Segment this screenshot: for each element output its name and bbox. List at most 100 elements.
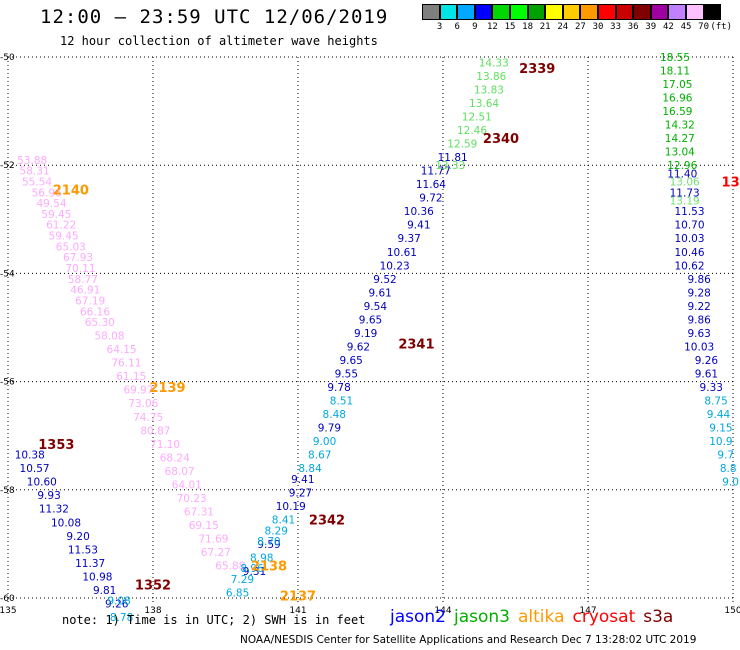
wave-height-label: 14.27 [665,133,695,145]
wave-height-label: 8.51 [330,396,353,408]
wave-height-label: 8.67 [308,450,331,462]
wave-height-label: 8.41 [272,515,295,527]
colorbar-label: 27 [574,22,586,32]
wave-height-label: 10.98 [82,571,112,583]
colorbar-cell [597,4,616,20]
wave-height-label: 9.52 [373,274,396,286]
wave-height-label: 9.31 [243,566,266,578]
wave-height-label: 11.64 [416,179,446,191]
wave-height-label: 59.45 [41,209,71,221]
wave-height-label: 10.9 [709,436,732,448]
colorbar-cell [509,4,528,20]
colorbar-cell [615,4,634,20]
wave-height-label: 11.40 [667,168,697,180]
wave-height-label: 10.60 [27,477,57,489]
wave-height-label: 46.91 [70,285,100,297]
pass-number-label: 1353 [38,438,74,453]
colorbar-cell [650,4,669,20]
wave-height-label: 10.46 [674,247,704,259]
wave-height-label: 16.96 [662,93,692,105]
wave-height-label: 9.86 [687,314,711,326]
wave-height-label: 11.73 [670,187,700,199]
wave-height-label: 64.15 [107,344,137,356]
wave-height-label: 55.54 [22,176,52,188]
wave-height-label: 13.04 [665,147,695,159]
latitude-tick-label: -50 [0,53,15,63]
longitude-tick-label: 138 [144,606,161,616]
colorbar-label: 12 [486,22,498,32]
wave-height-label: 8.8 [720,463,737,475]
footnote: note: 1) Time is in UTC; 2) SWH is in fe… [62,613,366,627]
wave-height-label: 12.96 [667,160,697,172]
legend-entry-cryosat: cryosat [572,607,636,627]
page-title: 12:00 — 23:59 UTC 12/06/2019 [40,6,389,28]
colorbar-cell [633,4,651,20]
wave-height-label: 9.62 [347,341,370,353]
latitude-tick-label: -52 [0,161,15,171]
wave-height-label: 13.86 [476,71,506,83]
wave-height-label: 9.26 [695,355,719,367]
wave-height-label: 68.07 [165,466,195,478]
legend-entry-jason2: jason2 [390,607,446,627]
wave-height-label: 70.23 [177,493,207,505]
wave-height-label: 65.30 [85,317,115,329]
wave-height-label: 71.69 [198,533,228,545]
wave-height-label: 9.61 [368,287,391,299]
wave-height-label: 65.88 [215,561,245,573]
pass-number-label: 2138 [251,560,287,575]
pass-number-label: 2140 [53,184,89,199]
wave-height-label: 13.19 [670,195,700,207]
longitude-tick-label: 147 [579,606,596,616]
wave-height-label: 14.32 [665,120,695,132]
wave-height-label: 80.87 [140,425,170,437]
wave-height-label: 13.64 [469,98,499,110]
colorbar-label: (ft) [710,22,733,32]
latitude-tick-label: -54 [0,269,15,279]
wave-height-label: 10.03 [674,233,704,245]
colorbar-cell [545,4,563,20]
colorbar-cell [439,4,458,20]
colorbar-label: 6 [454,22,460,32]
colorbar-labels: 3 6 9 12 15 18 21 24 27 30 33 36 39 42 45 70 (ft) [422,22,740,36]
wave-height-label: 8.98 [250,552,273,564]
colorbar-cell [668,4,686,20]
satellite-legend: jason2 jason3 altika cryosat s3a [390,607,681,627]
pass-number-label: 2137 [280,589,316,604]
wave-height-label: 8.96 [240,563,264,575]
wave-height-label: 9.65 [359,314,382,326]
wave-height-label: 58.77 [68,274,98,286]
wave-height-label: 9.59 [257,539,280,551]
colorbar-label: 9 [472,22,478,32]
longitude-tick-label: 135 [0,606,17,616]
colorbar-cell [457,4,475,20]
wave-height-label: 9.54 [364,301,388,313]
wave-height-label: 73.06 [128,398,158,410]
wave-height-label: 65.03 [56,241,86,253]
wave-height-label: 67.31 [184,506,214,518]
colorbar-cell [562,4,581,20]
colorbar-cell [422,4,440,20]
wave-height-label: 58.08 [94,331,124,343]
wave-height-label: 9.20 [66,531,89,543]
wave-height-label: 10.19 [276,501,306,513]
colorbar-label: 18 [522,22,534,32]
wave-height-label: 9.15 [709,423,732,435]
wave-height-label: 13.06 [670,176,700,188]
wave-height-label: 9.93 [37,490,60,502]
wave-height-label: 64.01 [172,479,202,491]
colorbar-cell [492,4,510,20]
wave-height-label: 9.28 [687,287,710,299]
wave-height-label: 18.11 [660,66,690,78]
wave-height-label: 11.32 [39,504,69,516]
wave-height-label: 9.44 [707,409,731,421]
colorbar-label: 42 [662,22,674,32]
wave-height-label: 11.81 [438,152,468,164]
longitude-tick-label: 141 [289,606,306,616]
wave-height-label: 10.23 [380,260,410,272]
wave-height-label: 12.51 [462,112,492,124]
legend-entry-altika: altika [518,607,565,627]
wave-height-label: 53.88 [17,155,47,167]
wave-height-label: 67.27 [201,547,231,559]
wave-height-label: 10.57 [20,463,50,475]
wave-height-label: 61.22 [46,220,76,232]
